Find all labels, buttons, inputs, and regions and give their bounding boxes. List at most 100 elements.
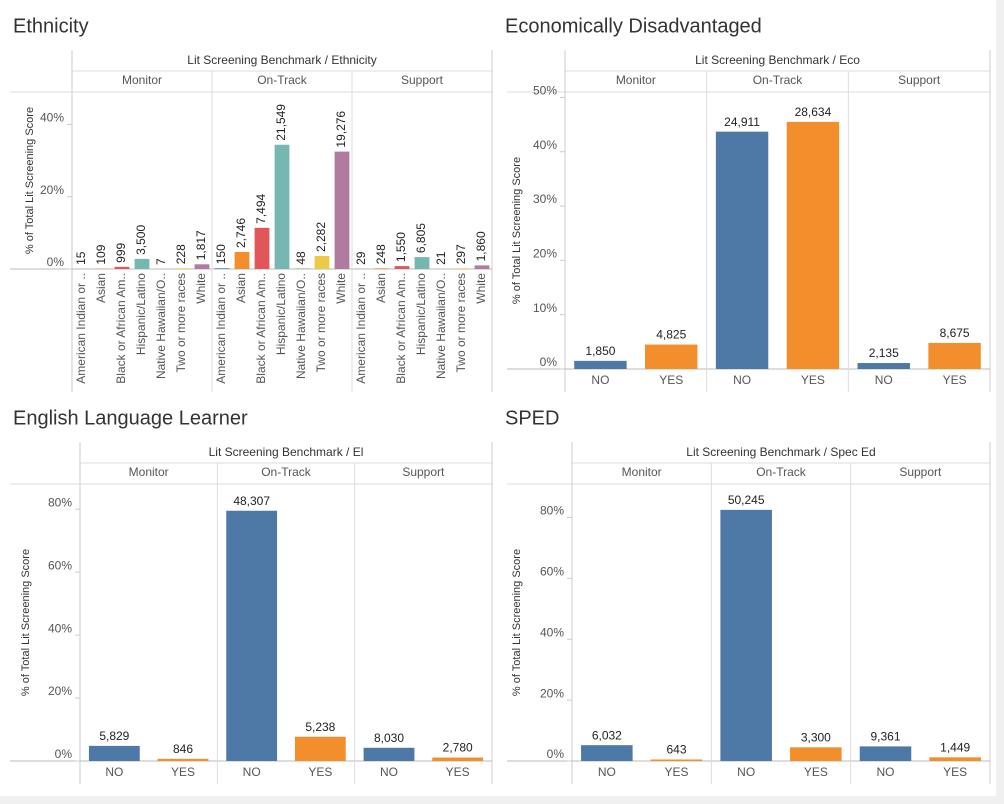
bar <box>715 131 769 369</box>
bar <box>234 252 250 269</box>
value-label: 150 <box>214 244 228 264</box>
chart-title: English Language Learner <box>13 407 248 429</box>
x-tick-label: NO <box>243 765 261 779</box>
bar <box>645 344 698 369</box>
bar <box>226 510 278 761</box>
x-tick-label: Native Hawaiian/O.. <box>154 273 168 379</box>
y-tick-label: 80% <box>48 495 72 509</box>
bar <box>254 227 270 269</box>
value-label: 50,245 <box>728 493 765 507</box>
bar <box>174 268 190 269</box>
value-label: 19,276 <box>334 111 348 148</box>
x-tick-label: Hispanic/Latino <box>414 273 428 355</box>
y-tick-label: 60% <box>48 558 72 572</box>
bar <box>650 759 703 761</box>
bar <box>157 758 209 761</box>
x-tick-label: Two or more races <box>314 273 328 372</box>
y-tick-label: 60% <box>540 565 564 579</box>
panel-label: Support <box>401 73 444 87</box>
value-label: 8,675 <box>940 326 970 340</box>
y-tick-label: 40% <box>533 138 557 152</box>
y-tick-label: 40% <box>40 111 64 125</box>
bar <box>857 363 910 369</box>
bar <box>786 121 840 369</box>
panel-label: On-Track <box>257 73 308 87</box>
panel-label: Support <box>899 465 942 479</box>
bar <box>720 509 772 761</box>
value-label: 3,500 <box>134 225 148 255</box>
x-tick-label: Hispanic/Latino <box>134 273 148 355</box>
value-label: 5,829 <box>99 729 129 743</box>
chart-title: Ethnicity <box>13 15 89 37</box>
y-tick-label: 10% <box>533 301 557 315</box>
value-label: 6,805 <box>414 223 428 253</box>
panel-label: Monitor <box>122 73 162 87</box>
value-label: 24,911 <box>724 115 760 129</box>
value-label: 2,282 <box>314 222 328 252</box>
y-axis-label: % of Total Lit Screening Score <box>511 157 523 304</box>
value-label: 2,746 <box>234 218 248 248</box>
x-tick-label: Black or African Am.. <box>394 273 408 384</box>
value-label: 9,361 <box>870 730 900 744</box>
bar <box>928 342 981 369</box>
y-tick-label: 20% <box>533 247 557 261</box>
header: Lit Screening Benchmark / Eco <box>695 53 860 67</box>
value-label: 1,860 <box>474 231 488 261</box>
y-tick-label: 20% <box>48 684 72 698</box>
x-tick-label: NO <box>598 765 616 779</box>
value-label: 1,850 <box>585 344 615 358</box>
y-axis-label: % of Total Lit Screening Score <box>20 549 32 696</box>
x-tick-label: American Indian or .. <box>214 273 228 384</box>
x-tick-label: White <box>474 273 488 304</box>
bar <box>581 745 633 761</box>
x-tick-label: Black or African Am.. <box>114 273 128 384</box>
panel-label: Monitor <box>622 465 662 479</box>
bar <box>790 747 842 761</box>
y-tick-label: 20% <box>40 183 64 197</box>
value-label: 7,494 <box>254 193 268 223</box>
value-label: 643 <box>666 743 686 757</box>
header: Lit Screening Benchmark / Ethnicity <box>187 53 376 67</box>
y-axis-label: % of Total Lit Screening Score <box>24 107 36 254</box>
value-label: 109 <box>94 244 108 264</box>
bar <box>414 257 430 269</box>
value-label: 7 <box>154 258 168 265</box>
y-tick-label: 0% <box>47 255 65 269</box>
x-tick-label: YES <box>801 373 825 387</box>
value-label: 2,135 <box>869 346 899 360</box>
x-tick-label: Two or more races <box>174 273 188 372</box>
x-tick-label: Native Hawaiian/O.. <box>294 273 308 379</box>
x-tick-label: YES <box>308 765 332 779</box>
value-label: 5,238 <box>305 720 335 734</box>
x-tick-label: Asian <box>374 273 388 303</box>
value-label: 2,780 <box>443 741 473 755</box>
x-tick-label: NO <box>380 765 398 779</box>
chart-title: Economically Disadvantaged <box>505 15 762 37</box>
x-tick-label: Asian <box>234 273 248 303</box>
panel-label: On-Track <box>753 73 804 87</box>
x-tick-label: American Indian or .. <box>354 273 368 384</box>
value-label: 6,032 <box>592 728 622 742</box>
value-label: 1,550 <box>394 232 408 262</box>
y-tick-label: 40% <box>540 625 564 639</box>
value-label: 21,549 <box>274 104 288 141</box>
x-tick-label: YES <box>804 765 828 779</box>
value-label: 228 <box>174 244 188 264</box>
panel-label: Monitor <box>129 465 169 479</box>
bar <box>374 268 390 269</box>
y-tick-label: 0% <box>540 355 558 369</box>
value-label: 15 <box>74 251 88 265</box>
value-label: 297 <box>454 244 468 264</box>
y-tick-label: 0% <box>55 747 73 761</box>
value-label: 29 <box>354 251 368 265</box>
y-tick-label: 0% <box>547 747 565 761</box>
y-tick-label: 30% <box>533 192 557 206</box>
bar <box>859 746 912 761</box>
x-tick-label: YES <box>664 765 688 779</box>
chart: Economically Disadvantaged Lit Screening … <box>505 15 991 392</box>
y-tick-label: 20% <box>540 686 564 700</box>
x-tick-label: YES <box>171 765 195 779</box>
bar <box>334 151 350 269</box>
y-tick-label: 50% <box>533 84 557 98</box>
x-tick-label: YES <box>659 373 683 387</box>
